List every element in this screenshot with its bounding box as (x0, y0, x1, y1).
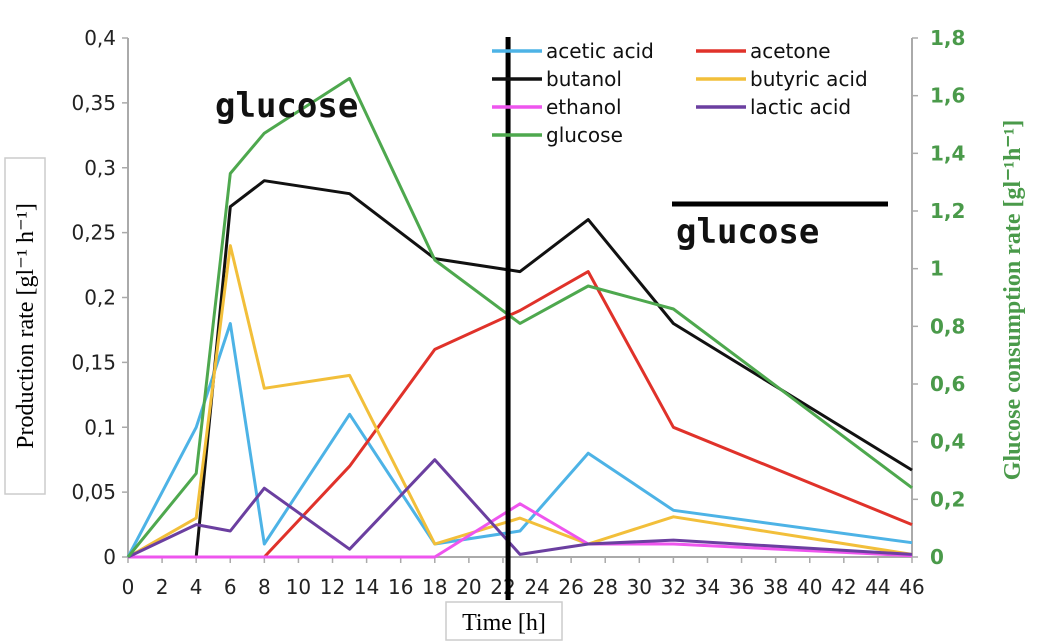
x-tick-label: 0 (122, 575, 135, 599)
x-tick-label: 44 (865, 575, 890, 599)
x-tick-label: 46 (899, 575, 924, 599)
y-tick-label: 0,35 (71, 91, 116, 115)
x-tick-label: 24 (524, 575, 549, 599)
series-lines (126, 76, 913, 559)
y-tick-label: 0,3 (84, 156, 116, 180)
x-tick-label: 18 (422, 575, 447, 599)
x-tick-label: 6 (224, 575, 237, 599)
series-line-glucose (126, 76, 913, 558)
x-axis-label-box (445, 601, 563, 641)
y-ticks: 0 0,05 0,1 0,15 0,2 0,25 0,3 0,35 0,4 (71, 26, 128, 569)
x-tick-label: 34 (695, 575, 720, 599)
legend-label-butyric-acid: butyric acid (750, 67, 868, 91)
y-tick-label: 0,15 (71, 350, 116, 374)
series-line-butyric-acid (127, 244, 913, 559)
legend-label-acetone: acetone (750, 39, 831, 63)
y2-tick-label: 1 (930, 257, 944, 281)
legend: acetic acid acetone butanol butyric acid eth… (492, 39, 868, 147)
y2-axis-label: Glucose consumption rate [gl⁻¹h⁻¹] (1000, 120, 1026, 480)
x-tick-label: 14 (354, 575, 379, 599)
y-tick-label: 0,4 (84, 26, 116, 50)
x-tick-label: 38 (763, 575, 788, 599)
x-ticks: 0 2 4 6 8 10 12 14 16 18 20 22 24 26 28 30 32 34 36 38 40 42 4… (122, 557, 925, 599)
x-tick-label: 10 (286, 575, 311, 599)
y2-tick-label: 1,8 (930, 26, 965, 50)
y2-tick-label: 0,8 (930, 314, 965, 338)
y-axis-label-box (4, 157, 46, 495)
y-tick-label: 0,25 (71, 221, 116, 245)
x-tick-label: 12 (320, 575, 345, 599)
y2-tick-label: 1,6 (930, 84, 965, 108)
y2-tick-label: 0,4 (930, 430, 965, 454)
legend-label-acetic-acid: acetic acid (546, 39, 654, 63)
x-tick-label: 32 (661, 575, 686, 599)
x-tick-label: 40 (797, 575, 822, 599)
legend-label-lactic-acid: lactic acid (750, 95, 851, 119)
y2-tick-label: 1,4 (930, 141, 965, 165)
x-tick-label: 16 (388, 575, 413, 599)
y-tick-label: 0,05 (71, 480, 116, 504)
y2-tick-label: 0 (930, 545, 944, 569)
y2-tick-label: 1,2 (930, 199, 965, 223)
x-tick-label: 36 (729, 575, 754, 599)
y-tick-label: 0 (103, 545, 116, 569)
series-line-lactic-acid (127, 458, 913, 559)
x-tick-label: 28 (592, 575, 617, 599)
y-tick-label: 0,1 (84, 415, 116, 439)
x-tick-label: 8 (258, 575, 271, 599)
y2-ticks: 0 0,2 0,4 0,6 0,8 1 1,2 1,4 1,6 1,8 (912, 26, 965, 569)
legend-label-ethanol: ethanol (546, 95, 622, 119)
legend-label-glucose: glucose (546, 123, 623, 147)
y2-tick-label: 0,2 (930, 487, 965, 511)
annotation-glucose-overlined: glucose (676, 212, 819, 252)
x-tick-label: 2 (156, 575, 169, 599)
x-tick-label: 4 (190, 575, 203, 599)
series-line-acetic-acid (126, 322, 913, 558)
x-tick-label: 42 (831, 575, 856, 599)
x-tick-label: 26 (558, 575, 583, 599)
x-tick-label: 30 (627, 575, 652, 599)
annotation-glucose: glucose (215, 86, 358, 126)
series-line-ethanol (128, 502, 913, 559)
x-tick-label: 20 (456, 575, 481, 599)
legend-label-butanol: butanol (546, 67, 622, 91)
y2-tick-label: 0,6 (930, 372, 965, 396)
y-tick-label: 0,2 (84, 286, 116, 310)
x-tick-label: 22 (490, 575, 515, 599)
x-axis-label: Time [h] (462, 610, 546, 636)
y-axis-label: Production rate [gl⁻¹ h⁻¹] (13, 203, 39, 449)
